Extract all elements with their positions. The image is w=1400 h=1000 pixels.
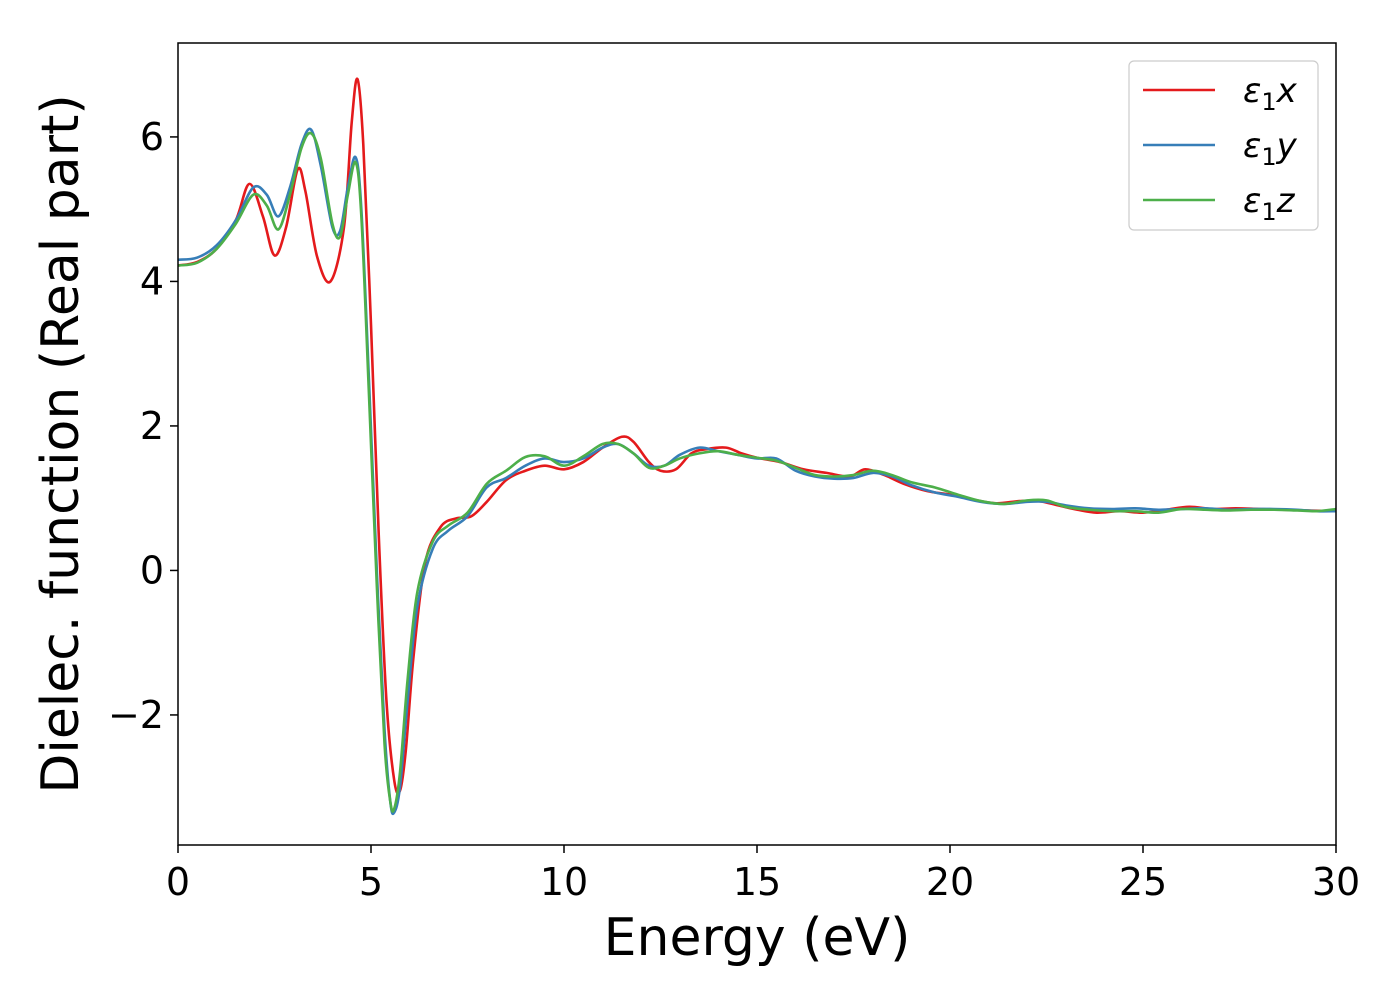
y-axis-label: Dielec. function (Real part) bbox=[31, 94, 91, 793]
legend-label-y: ε1y bbox=[1243, 126, 1298, 171]
y-tick-label: 4 bbox=[140, 259, 164, 303]
series-line-y bbox=[177, 127, 1337, 816]
legend-label-x: ε1x bbox=[1243, 71, 1298, 116]
x-tick-label: 20 bbox=[926, 860, 974, 904]
x-tick-label: 10 bbox=[540, 860, 588, 904]
y-tick-label: 2 bbox=[140, 404, 164, 448]
series-layer bbox=[177, 77, 1337, 816]
legend-box bbox=[1128, 60, 1319, 231]
x-tick-label: 5 bbox=[359, 860, 383, 904]
series-line-z bbox=[177, 131, 1337, 813]
x-axis-label: Energy (eV) bbox=[604, 908, 911, 968]
y-tick-label: 0 bbox=[140, 548, 164, 592]
y-axis-ticks: −2 0 2 4 6 bbox=[108, 115, 178, 737]
legend: ε1x ε1y ε1z bbox=[1128, 60, 1319, 231]
y-tick-label: 6 bbox=[140, 115, 164, 159]
x-axis-ticks: 0 5 10 15 20 25 30 bbox=[166, 845, 1360, 904]
x-tick-label: 25 bbox=[1119, 860, 1167, 904]
x-tick-label: 15 bbox=[733, 860, 781, 904]
x-tick-label: 0 bbox=[166, 860, 190, 904]
x-tick-label: 30 bbox=[1312, 860, 1360, 904]
y-tick-label: −2 bbox=[108, 693, 164, 737]
legend-label-z: ε1z bbox=[1243, 181, 1296, 226]
